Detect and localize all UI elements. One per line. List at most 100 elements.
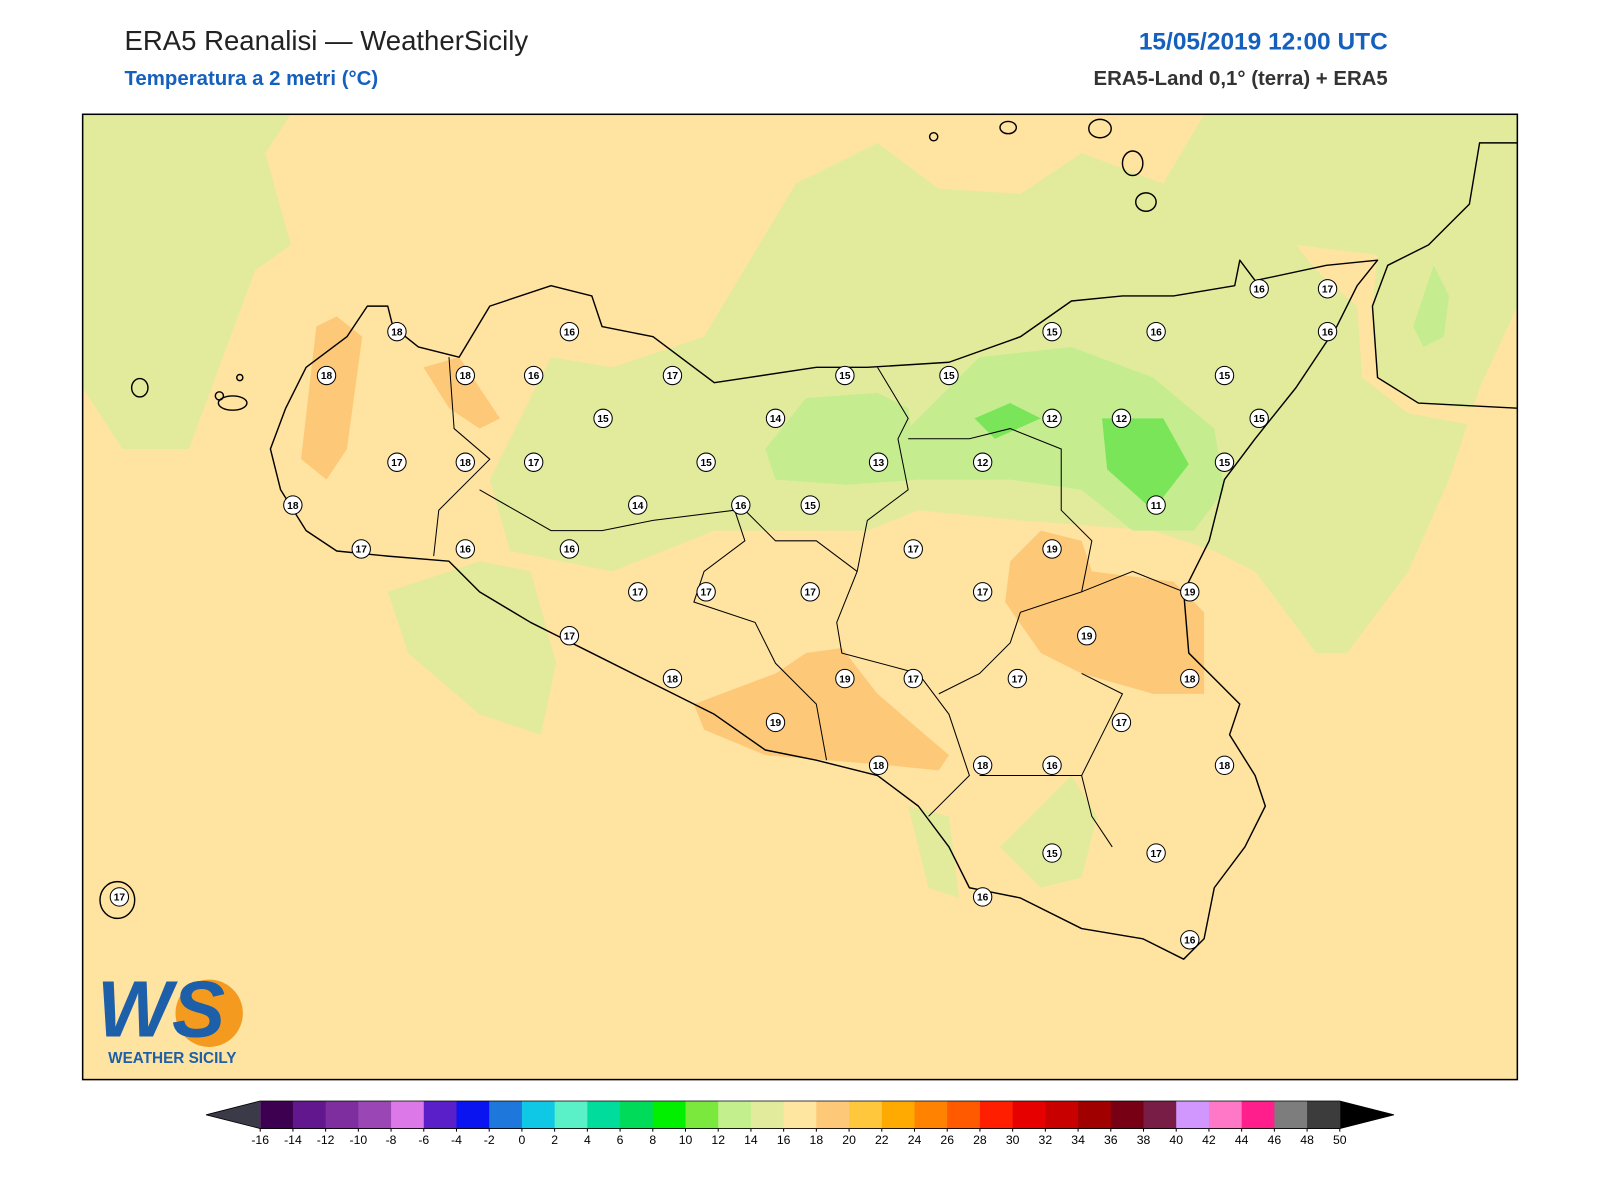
title: ERA5 Reanalisi — WeatherSicily <box>124 25 528 56</box>
colorbar-tick-label: -14 <box>284 1133 302 1147</box>
station-marker <box>1007 668 1028 689</box>
logo-sun <box>175 979 243 1047</box>
station-value: 16 <box>1150 327 1162 338</box>
colorbar-tick-label: 38 <box>1137 1133 1151 1147</box>
colorbar-box <box>1110 1101 1145 1129</box>
colorbar-box <box>1045 1101 1079 1129</box>
colorbar-tick-label: 6 <box>617 1133 624 1147</box>
station-marker <box>835 365 855 386</box>
station-marker <box>628 582 648 602</box>
colorbar-box <box>292 1101 327 1129</box>
colorbar-box <box>521 1101 556 1129</box>
station-marker <box>1180 668 1200 689</box>
station-value: 15 <box>1046 849 1058 860</box>
station-value: 17 <box>114 893 126 904</box>
station-marker <box>1111 712 1132 733</box>
colorbar-tick-label: 30 <box>1006 1133 1020 1147</box>
colorbar-tick-label: -8 <box>386 1133 397 1147</box>
station-marker <box>1214 452 1235 472</box>
station-value: 17 <box>908 674 920 685</box>
station-value: 16 <box>1184 936 1196 947</box>
colorbar-tick-label: 18 <box>810 1133 824 1147</box>
colorbar-tick-label: 42 <box>1202 1133 1216 1147</box>
islands <box>99 118 1157 920</box>
station-marker <box>523 452 544 472</box>
colorbar-tick-label: -12 <box>317 1133 335 1147</box>
colorbar-box <box>358 1101 392 1129</box>
station-marker <box>1077 626 1097 646</box>
station-marker <box>800 495 820 515</box>
station-marker <box>1146 321 1166 342</box>
field-16 <box>1295 244 1518 434</box>
colorbar-box <box>325 1101 359 1129</box>
colorbar-box <box>1012 1101 1046 1129</box>
station-marker <box>1249 279 1269 299</box>
station-value: 18 <box>667 674 679 685</box>
colorbar-tick-label: 28 <box>973 1133 987 1147</box>
station-marker <box>765 712 786 733</box>
colorbar-tick-label: 10 <box>679 1133 693 1147</box>
station-marker <box>696 582 716 602</box>
station-value: 17 <box>1012 674 1024 685</box>
station-value: 15 <box>1254 414 1266 425</box>
station-marker <box>316 365 337 386</box>
stations: 18 16 18 18 16 17 15 15 15 16 16 17 16 15 15 14 12 12 15 17… <box>109 279 1338 950</box>
subtitle: Temperatura a 2 metri (°C) <box>124 68 378 90</box>
station-value: 18 <box>1184 674 1196 685</box>
colorbar-tick-label: 12 <box>711 1133 725 1147</box>
colorbar-box <box>783 1101 817 1129</box>
station-marker <box>1180 930 1200 950</box>
station-value: 16 <box>735 501 747 512</box>
station-value: 18 <box>287 501 299 512</box>
colorbar-tick-label: 26 <box>940 1133 954 1147</box>
station-marker <box>972 887 993 907</box>
station-marker <box>351 539 371 559</box>
station-value: 18 <box>391 327 403 338</box>
station-value: 17 <box>908 545 920 556</box>
colorbar-tick-label: -6 <box>418 1133 429 1147</box>
colorbar-box <box>947 1101 981 1129</box>
colorbar-tick-label: 44 <box>1235 1133 1249 1147</box>
coastline <box>269 259 1379 960</box>
station-marker <box>903 539 923 559</box>
colorbar-tick-label: 8 <box>649 1133 656 1147</box>
station-marker <box>283 495 303 515</box>
colorbar-box <box>1307 1101 1341 1129</box>
colorbar-box <box>881 1101 916 1129</box>
station-value: 17 <box>356 545 368 556</box>
colorbar: -16 -14 -12 -10 -8 -6 -4 -2 0 2 4 6 8 10 12 14 16 18 20 22 2… <box>206 1100 1394 1147</box>
colorbar-box <box>652 1101 687 1129</box>
station-marker <box>972 452 993 472</box>
station-value: 13 <box>873 458 885 469</box>
field-18 <box>301 316 1205 771</box>
station-marker <box>455 365 475 386</box>
colorbar-tick-label: 4 <box>584 1133 591 1147</box>
colorbar-tick-label: -2 <box>484 1133 495 1147</box>
station-value: 16 <box>564 327 576 338</box>
colorbar-tick-label: 2 <box>551 1133 558 1147</box>
province-borders <box>433 357 1184 848</box>
station-value: 16 <box>1046 761 1058 772</box>
station-marker <box>1249 408 1269 429</box>
station-value: 16 <box>977 893 989 904</box>
station-value: 16 <box>1322 327 1334 338</box>
source: ERA5-Land 0,1° (terra) + ERA5 <box>1093 68 1387 90</box>
station-value: 17 <box>805 588 817 599</box>
station-value: 17 <box>564 631 576 642</box>
colorbar-box <box>1208 1101 1243 1129</box>
station-marker <box>1042 539 1062 559</box>
colorbar-box <box>260 1101 294 1129</box>
station-marker <box>1214 365 1235 386</box>
colorbar-box <box>685 1101 719 1129</box>
colorbar-box <box>620 1101 654 1129</box>
colorbar-tick-label: 50 <box>1333 1133 1347 1147</box>
station-marker <box>1042 408 1062 429</box>
station-value: 15 <box>943 371 955 382</box>
station-marker <box>1317 279 1338 299</box>
station-marker <box>1146 495 1166 515</box>
map: 18 16 18 18 16 17 15 15 15 16 16 17 16 15 15 14 12 12 15 17… <box>82 114 1518 1080</box>
station-value: 18 <box>873 761 885 772</box>
station-value: 16 <box>1254 284 1266 295</box>
colorbar-box <box>718 1101 752 1129</box>
station-value: 17 <box>700 588 712 599</box>
